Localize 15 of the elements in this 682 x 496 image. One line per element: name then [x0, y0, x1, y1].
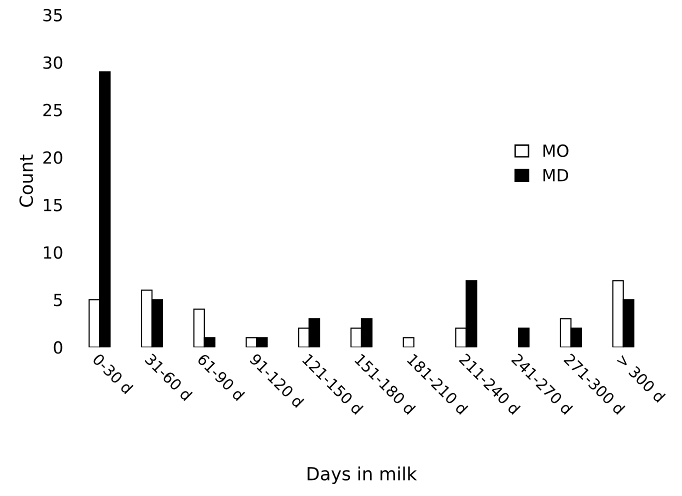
x-tick-label: > 300 d — [616, 353, 666, 403]
y-tick-label: 20 — [43, 151, 62, 164]
y-tick-label: 35 — [43, 8, 62, 22]
bar — [402, 337, 414, 348]
y-tick-label: 10 — [44, 246, 62, 259]
legend-label: MO — [543, 144, 568, 158]
y-tick-label: 15 — [44, 198, 62, 212]
bar — [518, 328, 530, 348]
y-axis-title: Count — [19, 154, 34, 207]
legend-label: MD — [543, 169, 568, 182]
y-tick-label: 25 — [43, 104, 62, 116]
y-tick-label: 5 — [54, 294, 62, 306]
x-axis-title: Days in milk — [308, 466, 417, 484]
y-tick-label: 0 — [54, 341, 62, 354]
y-tick-label: 30 — [43, 56, 62, 69]
